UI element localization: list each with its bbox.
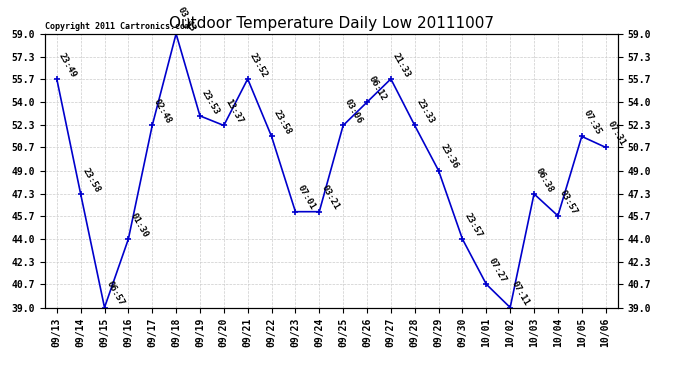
Text: 06:38: 06:38 xyxy=(534,166,555,194)
Text: 03:43: 03:43 xyxy=(176,6,197,34)
Text: 21:33: 21:33 xyxy=(391,51,412,79)
Text: 02:48: 02:48 xyxy=(152,98,173,126)
Text: 07:35: 07:35 xyxy=(582,109,603,136)
Text: 23:57: 23:57 xyxy=(462,211,484,239)
Text: 07:31: 07:31 xyxy=(606,120,627,147)
Text: 06:12: 06:12 xyxy=(367,74,388,102)
Title: Outdoor Temperature Daily Low 20111007: Outdoor Temperature Daily Low 20111007 xyxy=(168,16,494,31)
Text: 07:11: 07:11 xyxy=(510,280,531,308)
Text: Copyright 2011 Cartronics.com: Copyright 2011 Cartronics.com xyxy=(45,22,190,31)
Text: 23:52: 23:52 xyxy=(248,51,269,79)
Text: 06:57: 06:57 xyxy=(104,280,126,308)
Text: 03:57: 03:57 xyxy=(558,188,579,216)
Text: 03:21: 03:21 xyxy=(319,184,340,211)
Text: 23:49: 23:49 xyxy=(57,51,78,79)
Text: 23:53: 23:53 xyxy=(200,88,221,116)
Text: 07:01: 07:01 xyxy=(295,184,317,211)
Text: 03:06: 03:06 xyxy=(343,98,364,126)
Text: 07:27: 07:27 xyxy=(486,256,508,284)
Text: 01:30: 01:30 xyxy=(128,211,150,239)
Text: 23:33: 23:33 xyxy=(415,98,436,126)
Text: 23:58: 23:58 xyxy=(272,109,293,136)
Text: 13:37: 13:37 xyxy=(224,98,245,126)
Text: 23:36: 23:36 xyxy=(439,143,460,171)
Text: 23:58: 23:58 xyxy=(81,166,102,194)
